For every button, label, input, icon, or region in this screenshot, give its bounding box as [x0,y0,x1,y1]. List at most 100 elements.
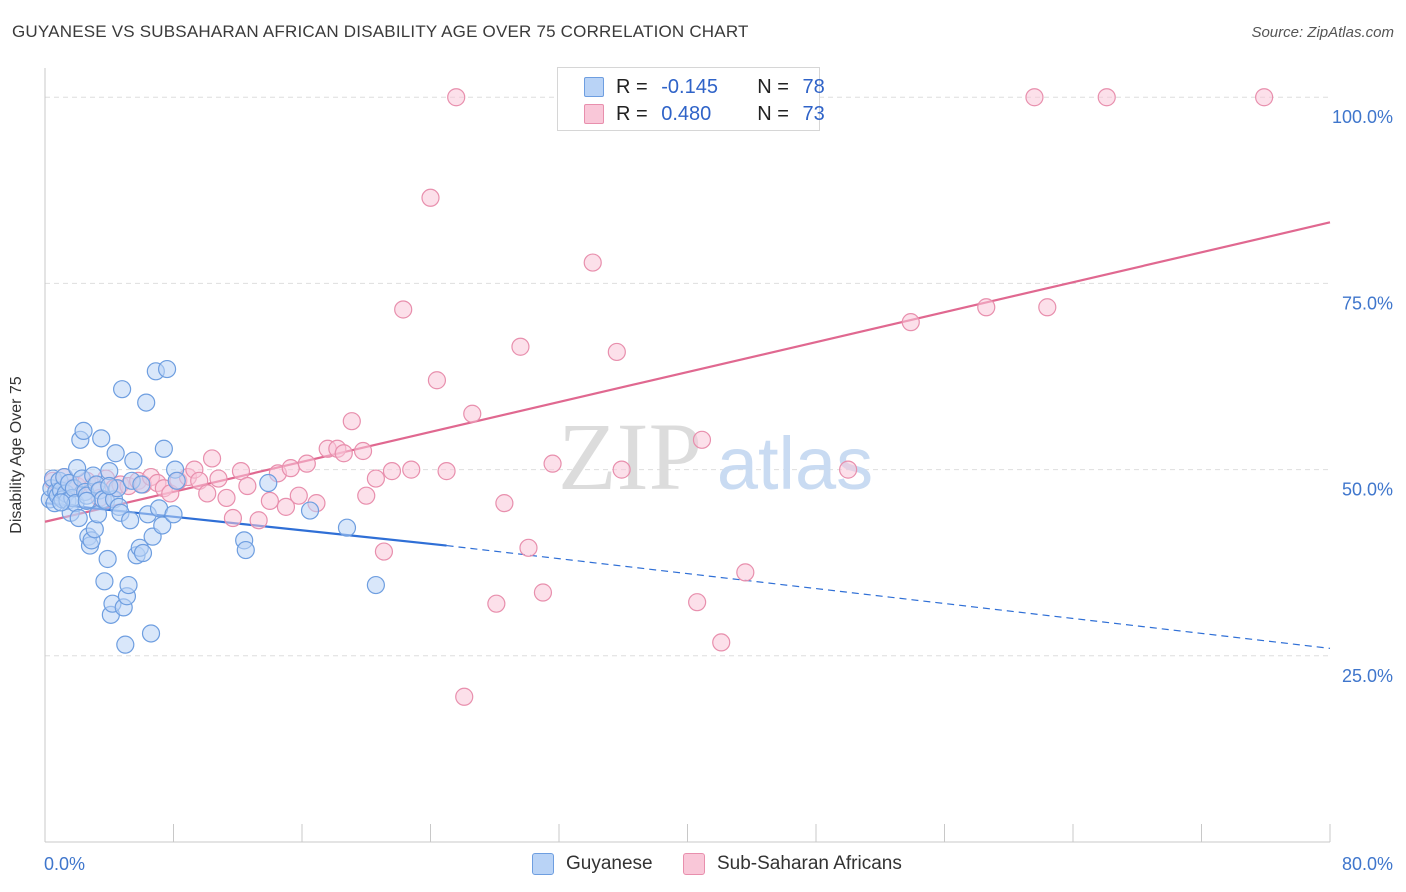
subsaharan-trend-line [44,221,1331,523]
y-tick-label: 75.0% [1342,293,1393,313]
subsaharan-point [427,371,447,390]
legend-r-label: R = [616,75,648,98]
tick-labels: 25.0% 50.0% 75.0% 100.0% 0.0% 80.0% [44,107,1393,874]
subsaharan-point [901,313,920,332]
guyanese-point [119,575,138,595]
guyanese-point [259,473,278,493]
y-tick-label: 25.0% [1342,666,1393,686]
watermark-zip: ZIP [558,403,702,510]
bottom-legend-subsaharan: Sub-Saharan Africans [683,851,902,877]
subsaharan-point [198,484,217,503]
guyanese-point [121,511,140,530]
guyanese-point [132,475,151,494]
guyanese-point [85,520,104,539]
subsaharan-point [839,460,858,479]
legend-box: R = -0.145 N = 78 R = 0.480 N = 73 [557,67,825,131]
guyanese-trend-extension [446,544,1331,649]
subsaharan-point [357,486,376,505]
guyanese-points [40,359,385,654]
y-axis-label: Disability Age Over 75 [8,376,25,534]
guyanese-point [112,380,132,399]
guyanese-point [236,540,255,560]
subsaharan-point [202,449,222,468]
subsaharan-point [223,508,243,528]
y-tick-label: 100.0% [1332,107,1393,127]
subsaharan-point [519,538,538,557]
legend-row-subsaharan: R = 0.480 N = 73 [584,101,825,127]
guyanese-point [157,359,177,379]
guyanese-point [77,491,96,510]
legend-n-label: N = [757,75,789,98]
subsaharan-point [209,469,228,488]
guyanese-point [92,429,111,448]
subsaharan-point [736,563,755,582]
subsaharan-point [374,542,394,561]
subsaharan-point [437,462,456,481]
bottom-legend-swatch-subsaharan [683,853,705,875]
guyanese-point [337,518,357,537]
guyanese-point [133,543,153,563]
guyanese-point [100,476,119,496]
subsaharan-point [1038,298,1057,317]
guyanese-point [51,493,71,512]
legend-swatch-subsaharan [584,104,604,124]
guyanese-point [153,516,172,535]
legend-r-label: R = [616,102,648,125]
guyanese-point [167,471,186,490]
subsaharan-point [366,469,385,488]
subsaharan-point [688,593,707,612]
x-tick-label-max: 80.0% [1342,854,1393,874]
guyanese-point [98,549,117,569]
y-tick-label: 50.0% [1342,480,1393,500]
guyanese-point [116,635,135,654]
guyanese-point [95,572,114,591]
subsaharan-point [495,494,514,513]
subsaharan-point [342,412,361,431]
subsaharan-point [334,444,353,463]
subsaharan-point [583,253,602,272]
subsaharan-point [977,298,996,317]
gridlines [45,96,1330,657]
subsaharan-point [238,476,257,496]
guyanese-point [164,505,183,524]
guyanese-point [137,393,156,412]
legend-r-value: 0.480 [661,102,712,125]
subsaharan-point [260,491,279,510]
chart-title: GUYANESE VS SUBSAHARAN AFRICAN DISABILIT… [12,22,749,41]
subsaharan-points [43,88,1274,706]
subsaharan-point [353,441,373,461]
bottom-legend-label-guyanese: Guyanese [566,853,653,874]
subsaharan-point [447,88,466,107]
legend-n-value: 78 [802,75,825,98]
guyanese-point [300,501,320,520]
legend-row-guyanese: R = -0.145 N = 78 [584,74,825,100]
source-credit: Source: ZipAtlas.com [1251,24,1394,41]
subsaharan-point [297,454,316,473]
x-tick-label-min: 0.0% [44,854,85,874]
guyanese-point [154,439,173,458]
subsaharan-point [511,337,530,356]
subsaharan-point [612,460,631,479]
subsaharan-point [533,583,553,602]
subsaharan-point [421,188,440,207]
subsaharan-point [463,404,482,423]
subsaharan-point [1097,88,1116,107]
guyanese-point [74,421,93,440]
subsaharan-point [455,687,474,706]
bottom-legend-guyanese: Guyanese [532,851,653,877]
subsaharan-point [1255,88,1274,107]
subsaharan-point [249,511,268,530]
guyanese-point [106,444,125,463]
subsaharan-point [712,633,731,652]
guyanese-point [69,508,88,528]
subsaharan-point [487,594,506,613]
subsaharan-point [281,459,300,478]
subsaharan-point [692,430,712,449]
subsaharan-point [276,497,296,516]
legend-n-label: N = [757,102,789,125]
subsaharan-point [217,488,236,508]
subsaharan-point [543,454,562,473]
axes [44,68,1331,843]
subsaharan-point [607,342,626,362]
